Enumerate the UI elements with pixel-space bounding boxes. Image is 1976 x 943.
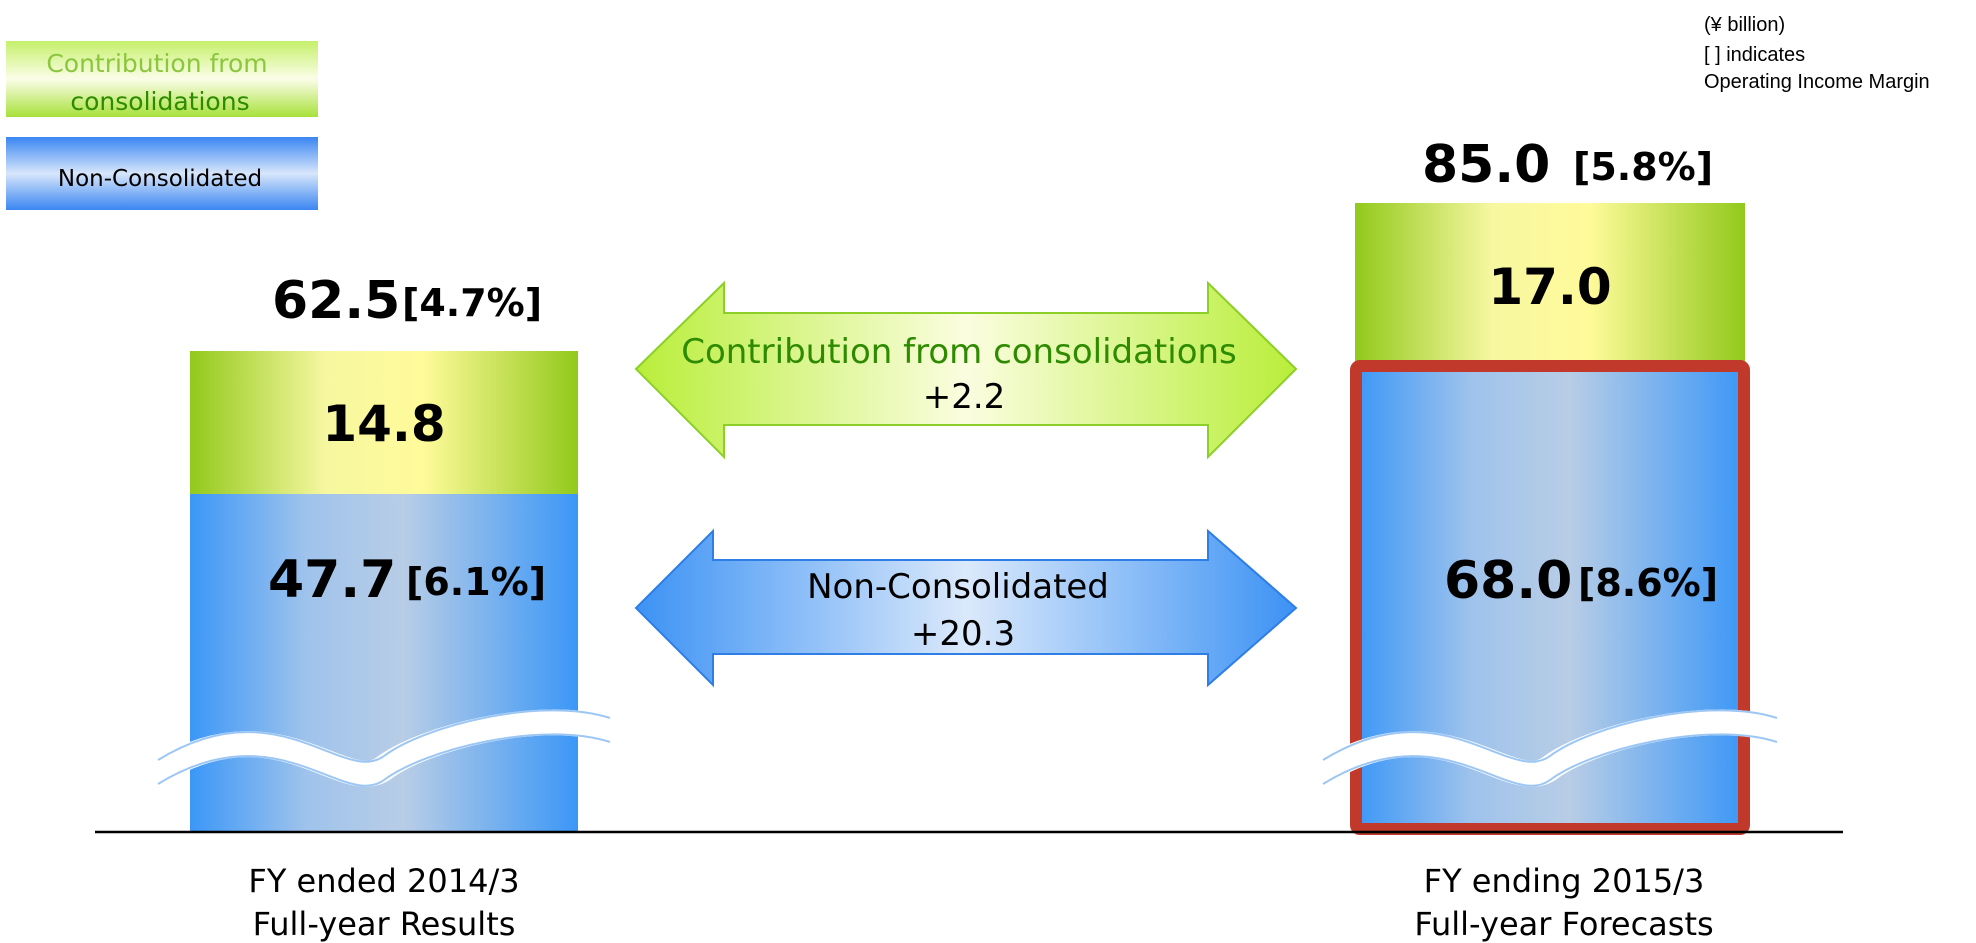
total-margin-label-1: [5.8%] bbox=[1573, 145, 1713, 189]
axis-break-band-0 bbox=[151, 709, 614, 787]
axis-break-edge-top-1 bbox=[1322, 709, 1778, 763]
unit-note-line3: Operating Income Margin bbox=[1704, 71, 1930, 93]
legend-label-consolidations-line1: Contribution from bbox=[46, 49, 267, 78]
legend-label-non-consolidated: Non-Consolidated bbox=[58, 166, 262, 192]
total-margin-label-0: [4.7%] bbox=[402, 281, 542, 325]
category-label-0-line1: FY ended 2014/3 bbox=[248, 862, 519, 900]
category-label-0-line2: Full-year Results bbox=[253, 905, 516, 943]
arrow-non-consolidated-delta: +20.3 bbox=[911, 614, 1015, 654]
bar-highlight-border-1 bbox=[1350, 360, 1750, 835]
arrow-non-consolidated-label: Non-Consolidated bbox=[807, 567, 1109, 607]
axis-break-edge-top-0 bbox=[157, 709, 611, 763]
axis-break-band-1 bbox=[1316, 709, 1781, 787]
unit-note-line1: (¥ billion) bbox=[1704, 14, 1785, 36]
legend-label-consolidations-line2: consolidations bbox=[70, 87, 249, 116]
margin-label-non-consolidated-0: [6.1%] bbox=[406, 560, 546, 604]
legend-swatch-consolidations bbox=[6, 41, 318, 117]
arrow-consolidations-delta: +2.2 bbox=[923, 377, 1006, 417]
arrow-consolidations: Contribution from consolidations +2.2 bbox=[634, 280, 1298, 460]
bar-consolidations-1 bbox=[1355, 203, 1745, 369]
category-label-1-line2: Full-year Forecasts bbox=[1414, 905, 1713, 943]
value-label-consolidations-0: 14.8 bbox=[322, 395, 445, 453]
arrow-consolidations-label: Contribution from consolidations bbox=[681, 332, 1237, 372]
value-label-consolidations-1: 17.0 bbox=[1488, 258, 1611, 316]
axis-break-edge-bottom-1 bbox=[1322, 733, 1778, 787]
arrow-non-consolidated: Non-Consolidated +20.3 bbox=[634, 528, 1298, 688]
margin-label-non-consolidated-1: [8.6%] bbox=[1578, 561, 1718, 605]
value-label-non-consolidated-1: 68.0 bbox=[1444, 551, 1572, 611]
arrow-consolidations-shape bbox=[634, 280, 1298, 460]
total-label-0: 62.5 bbox=[272, 271, 400, 331]
bar-consolidations-0 bbox=[190, 351, 578, 494]
legend: Contribution from consolidations Non-Con… bbox=[6, 41, 318, 210]
legend-swatch-non-consolidated bbox=[6, 137, 318, 210]
bars-layer: 14.8 47.7 [6.1%] 62.5 [4.7%] 17.0 68.0 [8.6%] 85… bbox=[151, 135, 1781, 835]
arrow-non-consolidated-shape bbox=[634, 528, 1298, 688]
value-label-non-consolidated-0: 47.7 bbox=[268, 550, 396, 610]
axis-break-edge-bottom-0 bbox=[157, 733, 611, 787]
category-label-1-line1: FY ending 2015/3 bbox=[1424, 862, 1705, 900]
unit-note-line2: [ ] indicates bbox=[1704, 44, 1805, 66]
total-label-1: 85.0 bbox=[1422, 135, 1550, 195]
